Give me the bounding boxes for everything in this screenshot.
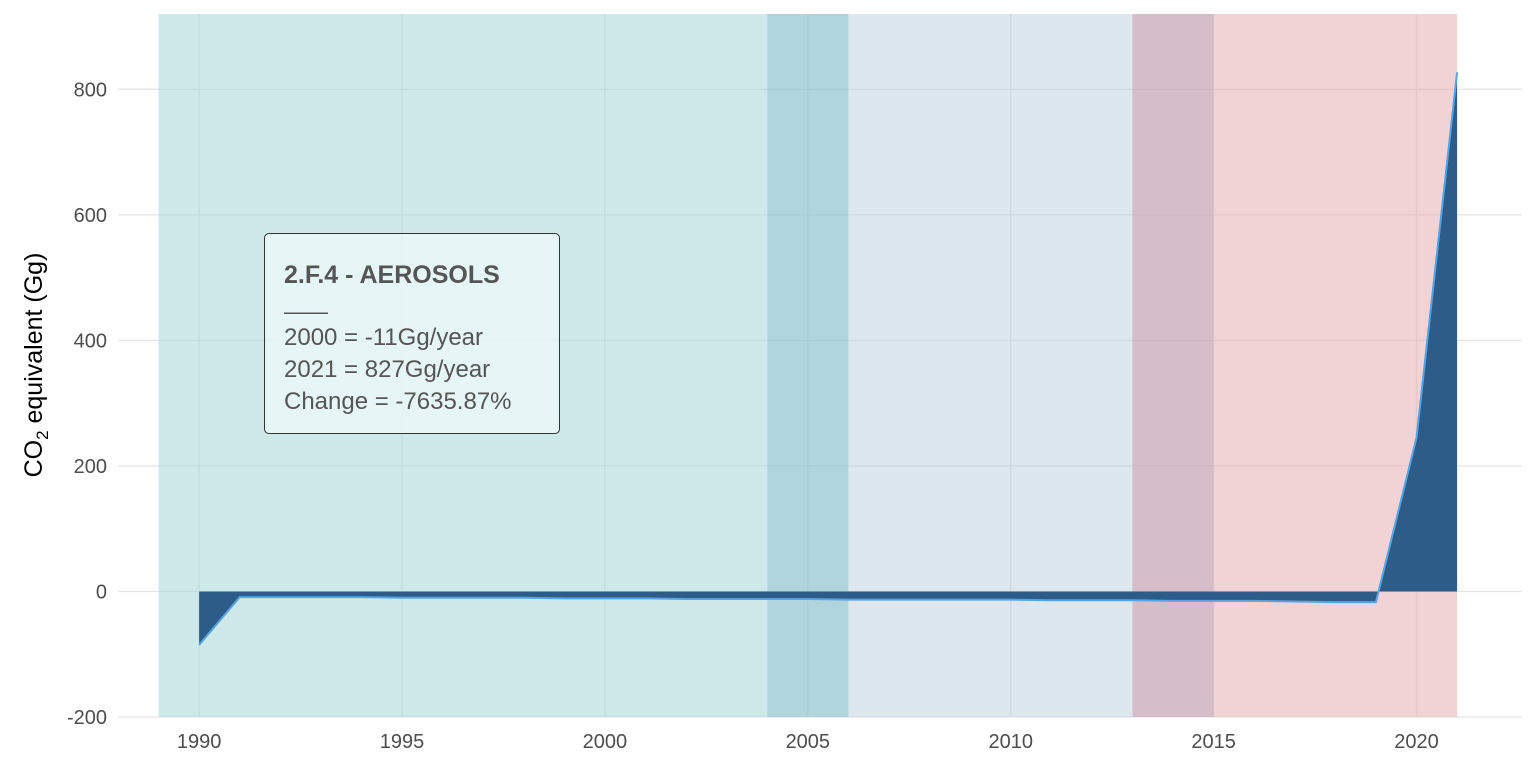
annotation-rule: —— <box>284 299 328 324</box>
x-tick-label-2010: 2010 <box>988 731 1033 753</box>
y-axis-label-subscript: 2 <box>33 430 52 439</box>
series-line-1 <box>198 72 1459 646</box>
y-tick-label-200: 200 <box>74 456 107 478</box>
x-axis-ticks: 1990 1995 2000 2005 2010 2015 2020 <box>177 731 1439 753</box>
annotation-title: 2.F.4 - AEROSOLS <box>284 261 500 289</box>
x-tick-label-2020: 2020 <box>1394 731 1439 753</box>
period-band-3 <box>848 14 1133 717</box>
y-tick-label--200: -200 <box>67 707 107 729</box>
y-axis-label: CO2 equivalent (Gg) <box>20 253 52 478</box>
x-tick-label-1990: 1990 <box>177 731 222 753</box>
period-band-5 <box>1213 14 1458 717</box>
y-axis-ticks: -200 0 200 400 600 800 <box>67 79 107 729</box>
annotation-line-2000: 2000 = -11Gg/year <box>284 324 484 351</box>
x-tick-label-2015: 2015 <box>1191 731 1236 753</box>
y-tick-label-0: 0 <box>96 581 107 603</box>
series <box>198 72 1459 646</box>
x-tick-label-2005: 2005 <box>786 731 831 753</box>
annotation-line-2021: 2021 = 827Gg/year <box>284 356 491 383</box>
x-tick-label-2000: 2000 <box>583 731 628 753</box>
y-tick-label-600: 600 <box>74 205 107 227</box>
annotation-box: 2.F.4 - AEROSOLS —— 2000 = -11Gg/year 20… <box>264 233 560 434</box>
y-axis-label-rest: equivalent (Gg) <box>20 253 48 431</box>
x-tick-label-1995: 1995 <box>380 731 425 753</box>
period-band-4 <box>1132 14 1214 717</box>
y-axis-label-main: CO <box>20 440 48 478</box>
y-tick-label-800: 800 <box>74 79 107 101</box>
period-band-2 <box>767 14 849 717</box>
y-tick-label-400: 400 <box>74 330 107 352</box>
annotation-line-change: Change = -7635.87% <box>284 388 512 415</box>
